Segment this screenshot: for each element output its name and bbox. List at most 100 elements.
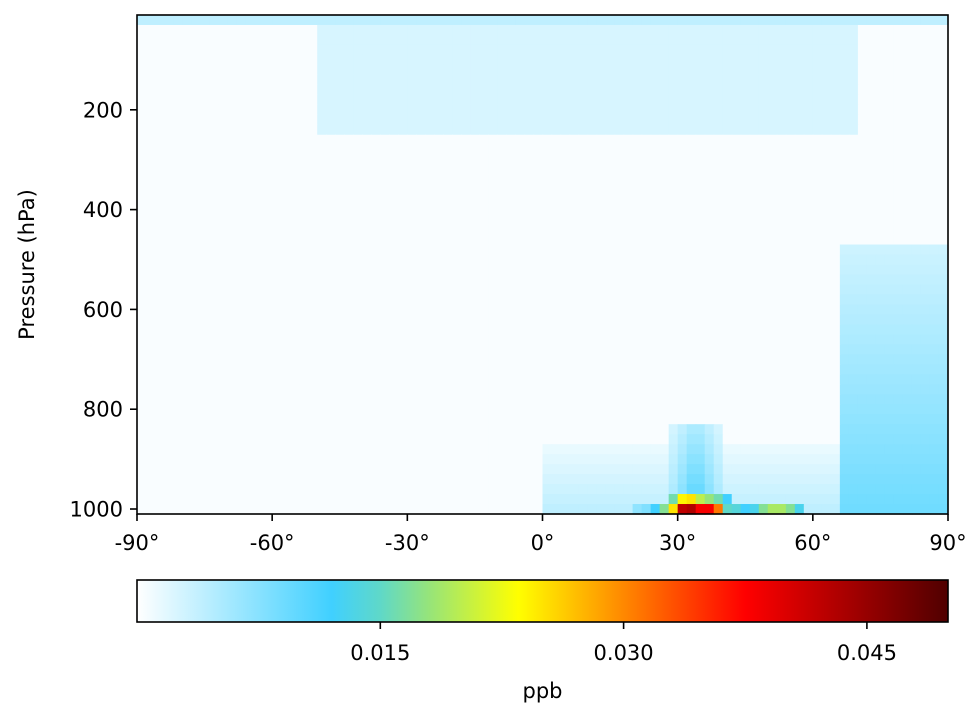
heatmap-cell [452,194,462,206]
heatmap-cell [443,374,453,385]
heatmap-cell [407,324,417,335]
heatmap-cell [389,154,399,166]
heatmap-cell [533,84,544,96]
heatmap-cell [596,144,607,156]
heatmap-cell [506,384,517,395]
heatmap-cell [371,324,381,335]
heatmap-cell [596,494,607,505]
heatmap-cell [470,364,481,375]
heatmap-cell [920,174,931,186]
heatmap-cell [848,434,859,445]
heatmap-cell [515,274,526,286]
heatmap-cell [929,304,940,315]
heatmap-cell [506,214,517,226]
heatmap-cell [722,214,733,226]
heatmap-cell [767,124,778,136]
heatmap-cell [560,264,571,276]
heatmap-cell [497,214,508,226]
heatmap-cell [506,224,517,236]
heatmap-cell [389,284,399,296]
heatmap-cell [299,184,309,196]
heatmap-cell [785,44,796,56]
heatmap-cell [200,114,210,126]
heatmap-cell [785,184,796,196]
heatmap-cell [794,334,805,345]
heatmap-cell [326,384,336,395]
heatmap-cell [173,64,183,76]
heatmap-cell [362,114,372,126]
heatmap-cell [218,394,228,405]
heatmap-cell [884,484,895,495]
heatmap-cell [740,474,751,485]
heatmap-cell [326,194,336,206]
heatmap-cell [605,294,616,306]
heatmap-cell [875,34,886,46]
heatmap-cell [929,364,940,375]
heatmap-cell [560,364,571,375]
heatmap-cell [929,234,940,246]
heatmap-cell [506,144,517,156]
heatmap-cell [281,174,291,186]
heatmap-cell [866,204,877,216]
heatmap-cell [155,404,165,415]
heatmap-cell [650,384,661,395]
heatmap-cell [209,484,219,495]
heatmap-cell [605,244,616,256]
heatmap-cell [902,54,913,66]
heatmap-cell [371,364,381,375]
heatmap-cell [650,34,661,46]
heatmap-cell [236,24,246,36]
heatmap-cell [371,54,381,66]
heatmap-cell [218,414,228,425]
heatmap-cell [290,444,300,455]
heatmap-cell [443,94,453,106]
heatmap-cell [470,144,481,156]
heatmap-cell [146,134,156,146]
heatmap-cell [803,194,814,206]
heatmap-cell [794,494,805,505]
heatmap-cell [632,24,643,36]
heatmap-cell [506,234,517,246]
heatmap-cell [785,464,796,475]
heatmap-cell [281,184,291,196]
heatmap-cell [461,124,472,136]
heatmap-cell [569,84,580,96]
heatmap-cell [191,74,201,86]
heatmap-cell [218,494,228,505]
heatmap-cell [632,44,643,56]
heatmap-cell [335,74,345,86]
heatmap-cell [884,114,895,126]
heatmap-cell [929,214,940,226]
heatmap-cell [362,104,372,116]
heatmap-cell [506,414,517,425]
heatmap-cell [758,124,769,136]
heatmap-cell [884,424,895,435]
heatmap-cell [488,374,499,385]
heatmap-cell [551,64,562,76]
heatmap-cell [902,244,913,256]
heatmap-cell [515,434,526,445]
heatmap-cell [317,494,327,505]
heatmap-cell [155,204,165,216]
heatmap-cell [137,434,147,445]
heatmap-cell [470,94,481,106]
heatmap-cell [479,484,490,495]
heatmap-cell [839,124,850,136]
heatmap-cell [317,364,327,375]
heatmap-cell [479,444,490,455]
heatmap-cell [830,234,841,246]
heatmap-cell [146,474,156,485]
heatmap-cell [542,304,553,315]
heatmap-cell [866,504,877,515]
heatmap-cell [785,394,796,405]
heatmap-cell [767,15,778,26]
heatmap-cell [227,344,237,355]
heatmap-cell [398,84,408,96]
heatmap-cell [281,314,291,325]
heatmap-cell [425,74,435,86]
heatmap-cell [470,204,481,216]
heatmap-cell [344,444,354,455]
heatmap-cell [524,174,535,186]
heatmap-cell [920,374,931,385]
heatmap-cell [308,234,318,246]
